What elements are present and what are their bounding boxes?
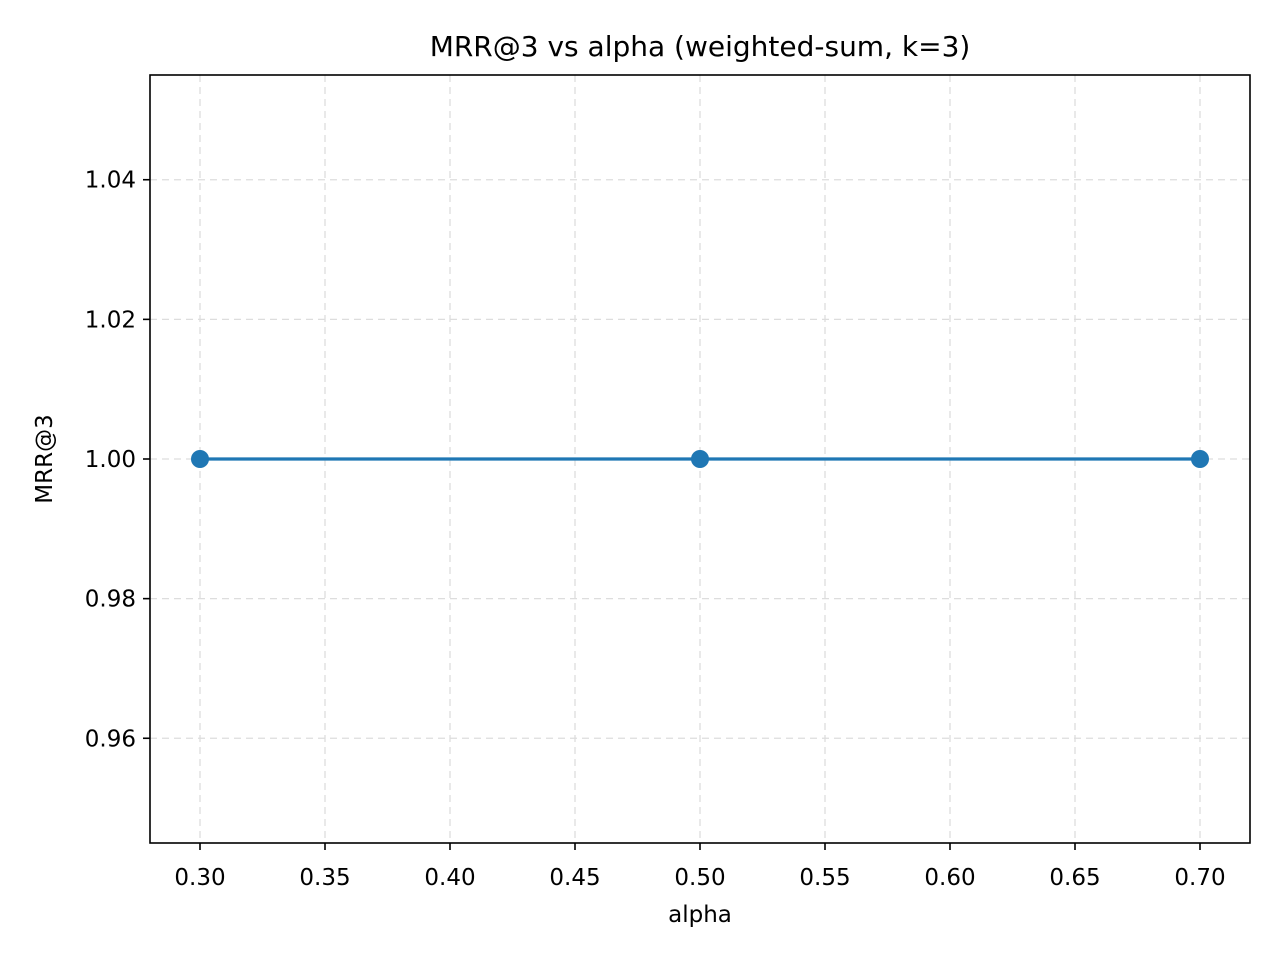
data-point [191, 450, 209, 468]
data-point [691, 450, 709, 468]
axis-layer: 0.30 0.35 0.40 0.45 0.50 0.55 0.60 0.65 0.70 0.96… [85, 168, 1226, 891]
y-tick-label: 1.04 [85, 168, 136, 194]
x-tick-label: 0.50 [674, 865, 725, 891]
y-tick-label: 0.96 [85, 726, 136, 752]
x-tick-label: 0.55 [799, 865, 850, 891]
y-tick-label: 0.98 [85, 587, 136, 613]
x-tick-label: 0.70 [1174, 865, 1225, 891]
x-tick-label: 0.35 [299, 865, 350, 891]
chart-title: MRR@3 vs alpha (weighted-sum, k=3) [430, 30, 971, 63]
y-axis-label: MRR@3 [32, 414, 58, 503]
x-axis-label: alpha [668, 902, 732, 928]
y-tick-label: 1.02 [85, 307, 136, 333]
x-tick-label: 0.60 [924, 865, 975, 891]
data-point [1191, 450, 1209, 468]
y-tick-label: 1.00 [85, 447, 136, 473]
x-tick-label: 0.45 [549, 865, 600, 891]
series-layer [191, 450, 1209, 468]
x-tick-label: 0.30 [174, 865, 225, 891]
x-tick-label: 0.65 [1049, 865, 1100, 891]
x-tick-label: 0.40 [424, 865, 475, 891]
